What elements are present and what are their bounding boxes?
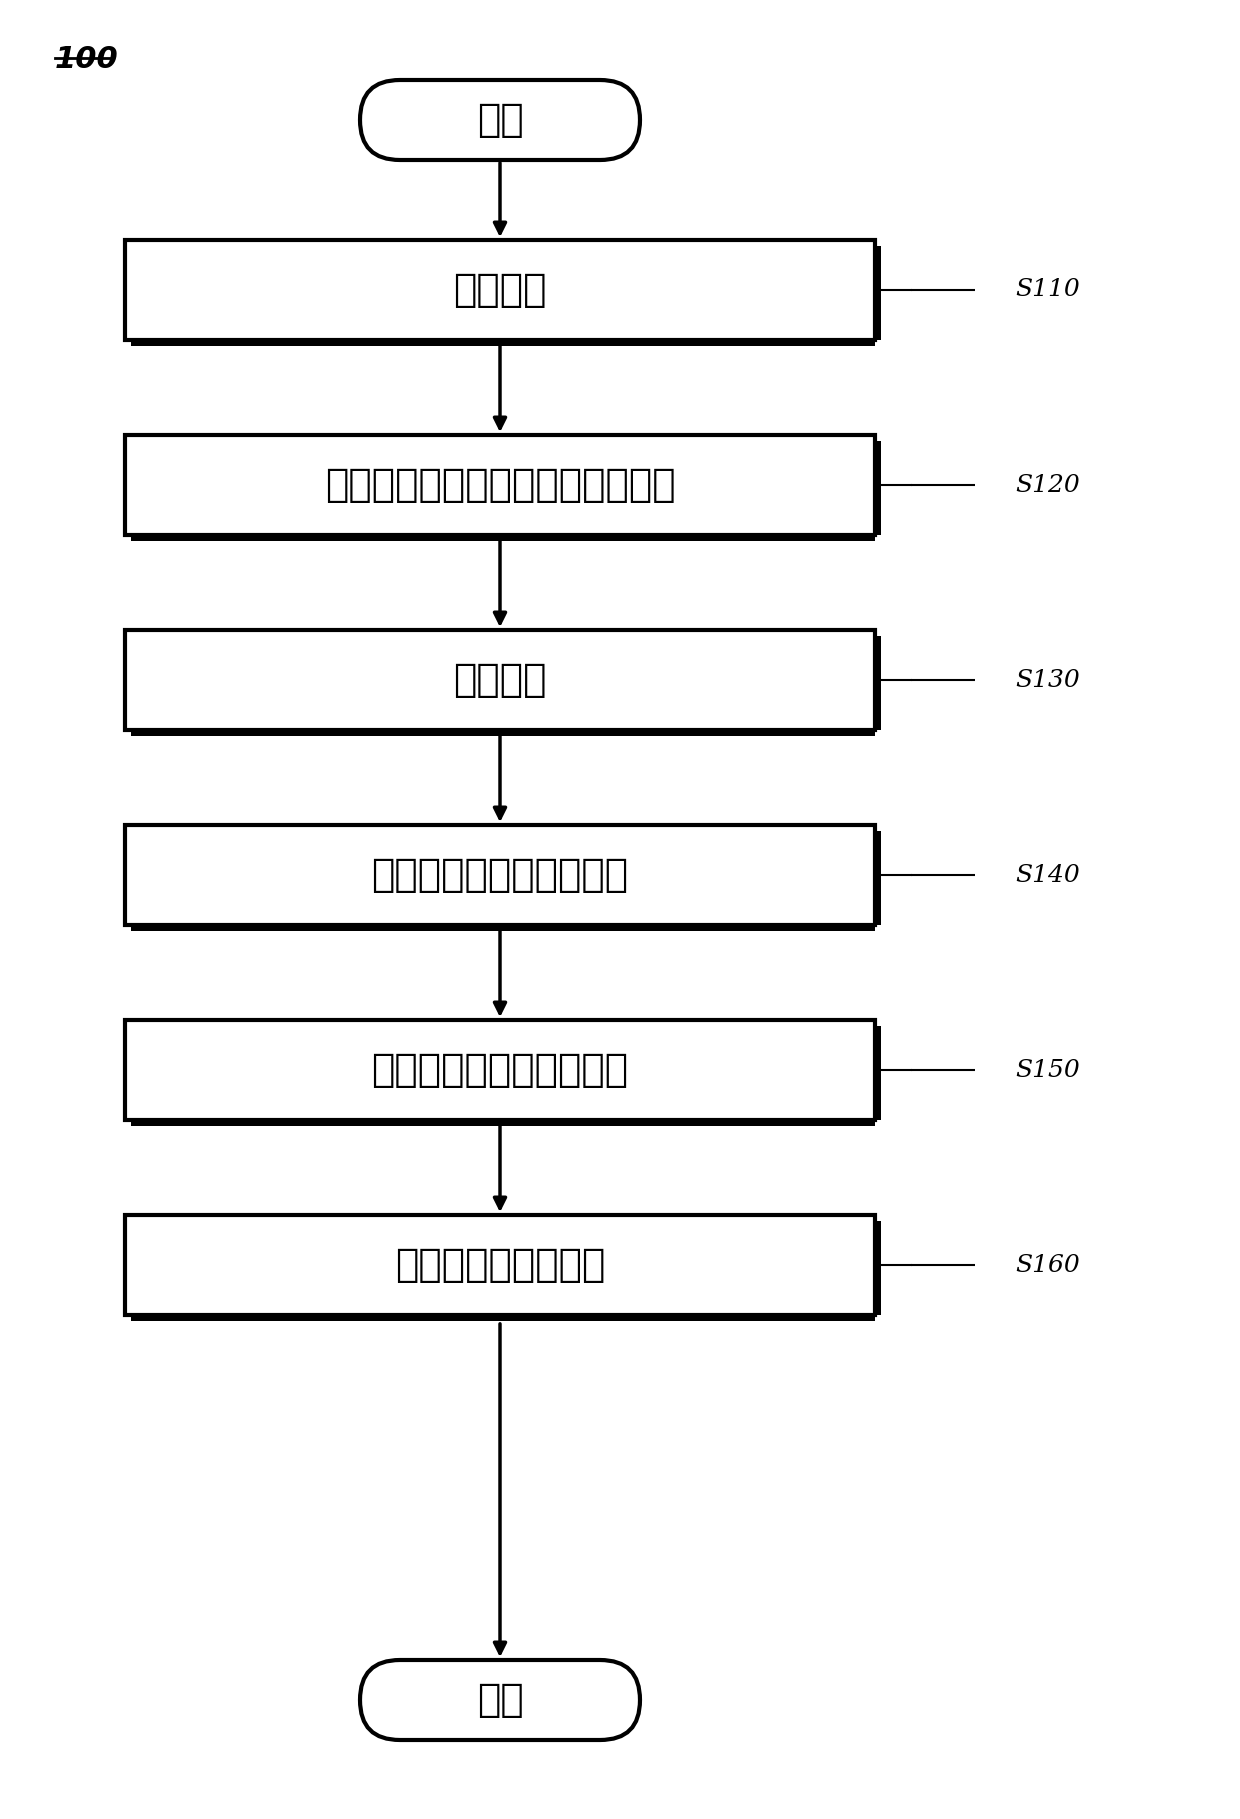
FancyBboxPatch shape [360, 1661, 640, 1741]
Polygon shape [131, 246, 880, 346]
Text: 移植材料大小均一化步骤: 移植材料大小均一化步骤 [372, 857, 629, 893]
Polygon shape [131, 1026, 880, 1126]
Polygon shape [131, 1221, 880, 1321]
Bar [125, 1020, 875, 1121]
Bar [125, 629, 875, 729]
Text: S150: S150 [1016, 1059, 1080, 1082]
Bar [125, 435, 875, 535]
Text: 烧结步骤: 烧结步骤 [454, 660, 547, 698]
Text: 移植材料成型及内外部表面化处理: 移植材料成型及内外部表面化处理 [325, 466, 676, 504]
Bar [125, 1215, 875, 1315]
Text: 用于移植的灭菌步骤: 用于移植的灭菌步骤 [394, 1246, 605, 1284]
Text: S120: S120 [1016, 473, 1080, 497]
Polygon shape [131, 440, 880, 540]
Text: S140: S140 [1016, 864, 1080, 886]
Bar [125, 826, 875, 926]
Text: S110: S110 [1016, 278, 1080, 302]
Text: S160: S160 [1016, 1253, 1080, 1277]
Text: S130: S130 [1016, 669, 1080, 691]
Polygon shape [131, 831, 880, 931]
Text: 100: 100 [55, 45, 119, 75]
Bar [125, 240, 875, 340]
Text: 配伍步骤: 配伍步骤 [454, 271, 547, 309]
Polygon shape [131, 637, 880, 737]
FancyBboxPatch shape [360, 80, 640, 160]
Text: 开始: 开始 [476, 102, 523, 138]
Text: 结束: 结束 [476, 1681, 523, 1719]
Text: 移植材料洗涤及干燥步骤: 移植材料洗涤及干燥步骤 [372, 1051, 629, 1090]
